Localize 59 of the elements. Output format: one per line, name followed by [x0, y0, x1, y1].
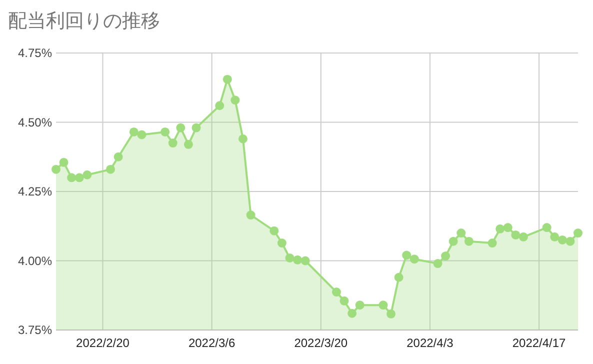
point [488, 238, 497, 248]
point [558, 235, 567, 244]
point [277, 238, 286, 248]
point [503, 223, 512, 232]
point [496, 224, 505, 234]
x-tick-label: 2022/3/20 [294, 336, 348, 350]
y-tick-label: 4.00% [18, 254, 52, 268]
point [378, 300, 388, 310]
x-tick-label: 2022/3/6 [188, 336, 236, 350]
point [441, 252, 450, 261]
point [550, 232, 560, 242]
point [511, 230, 520, 240]
point [355, 300, 364, 310]
point [74, 173, 84, 182]
point [168, 138, 178, 148]
point [160, 127, 170, 136]
point [300, 256, 310, 266]
chart-title: 配当利回りの推移 [8, 11, 160, 32]
point [246, 210, 256, 220]
y-tick-label: 4.50% [18, 115, 52, 130]
point [402, 250, 412, 260]
y-tick-label: 3.75% [18, 323, 52, 337]
point [566, 236, 575, 246]
point [230, 96, 240, 105]
point [238, 134, 248, 144]
point [433, 259, 442, 268]
point [52, 164, 60, 174]
point [176, 123, 186, 132]
point [542, 223, 552, 232]
point [518, 232, 528, 242]
point [285, 253, 294, 262]
y-tick-label: 4.25% [18, 184, 52, 198]
point [574, 228, 582, 238]
point [348, 308, 357, 318]
point [464, 236, 474, 246]
point [386, 309, 396, 318]
point [129, 127, 138, 136]
point [215, 101, 224, 110]
x-tick-label: 2022/4/17 [512, 336, 566, 350]
point [448, 236, 458, 246]
x-tick-label: 2022/4/3 [406, 336, 454, 350]
point [67, 173, 76, 182]
point [456, 228, 466, 238]
point [192, 123, 201, 132]
point [82, 170, 92, 180]
point [59, 158, 68, 167]
point [114, 152, 123, 162]
point [270, 226, 279, 236]
point [332, 288, 341, 297]
point [106, 164, 116, 174]
y-tick-label: 4.75% [18, 46, 52, 60]
x-tick-label: 2022/2/20 [76, 336, 130, 350]
point [222, 74, 232, 84]
point [410, 254, 419, 264]
point [137, 130, 146, 140]
point [340, 296, 349, 306]
point [394, 272, 404, 282]
point [184, 140, 193, 149]
point [293, 255, 302, 264]
